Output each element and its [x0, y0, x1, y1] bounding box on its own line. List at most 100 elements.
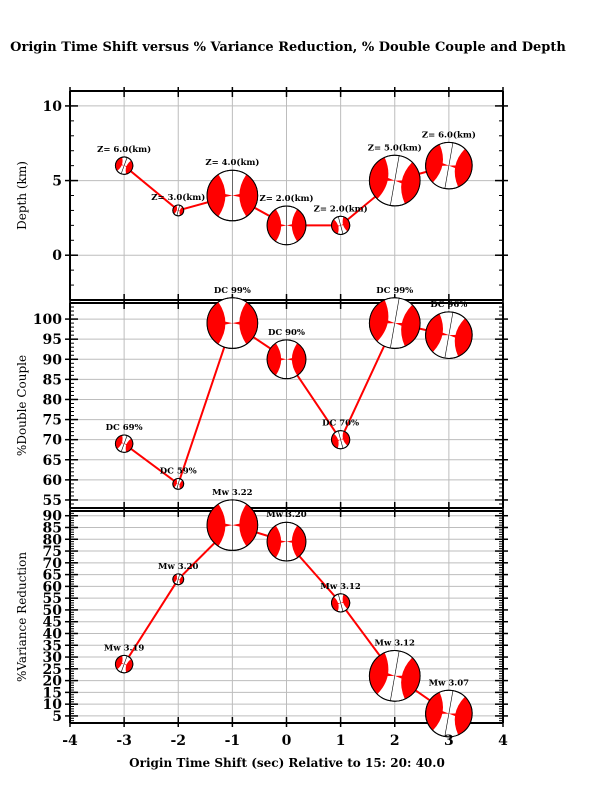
- double-couple-mechanism-0: [114, 434, 134, 453]
- depth-mechanism-3-fill-right: [291, 209, 306, 242]
- variance-reduction-ytick-label-0: 5: [52, 709, 62, 725]
- variance-reduction-ytick-label-2: 15: [43, 685, 62, 701]
- variance-reduction-mechanism-6-fill-right: [454, 696, 472, 735]
- depth-mechanism-0-outline: [114, 156, 134, 175]
- double-couple-mechanism-4: [331, 430, 351, 450]
- depth-ytick-label-1: 5: [52, 174, 62, 190]
- variance-reduction-ytick-label-7: 40: [43, 626, 63, 642]
- variance-reduction-mechanism-4-outline: [331, 593, 351, 613]
- depth-mechanism-1: [172, 204, 185, 217]
- variance-reduction-ytick-label-9: 50: [43, 603, 63, 619]
- depth-point-label-1: Z= 3.0(km): [151, 192, 205, 203]
- variance-reduction-point-label-0: Mw 3.19: [104, 643, 144, 653]
- depth-point-label-4: Z= 2.0(km): [314, 203, 368, 214]
- double-couple-mechanism-6-nodal: [444, 312, 454, 359]
- x-tick-label-5: 1: [336, 733, 346, 749]
- variance-reduction-mechanism-2-fill-right: [239, 504, 258, 547]
- double-couple-mechanism-6: [425, 311, 473, 359]
- depth-mechanism-2-fill-right: [239, 174, 258, 217]
- variance-reduction-mechanism-1-nodal: [176, 574, 180, 585]
- double-couple-ytick-label-4: 75: [43, 413, 62, 429]
- depth-mechanism-6-nodal: [444, 142, 454, 189]
- depth-mechanism-5-fill-left: [369, 157, 389, 199]
- x-tick-label-7: 3: [444, 733, 454, 749]
- depth-mechanism-0-nodal: [120, 157, 128, 174]
- double-couple-mechanism-6-fill-left: [425, 313, 444, 352]
- variance-reduction-ytick-label-14: 75: [43, 544, 62, 560]
- double-couple-ytick-label-2: 65: [43, 453, 62, 469]
- x-tick-label-6: 2: [390, 733, 400, 749]
- double-couple-ytick-label-7: 90: [43, 352, 63, 368]
- variance-reduction-ytick-label-12: 65: [43, 568, 62, 584]
- variance-reduction-mechanism-0-nodal: [120, 655, 128, 673]
- double-couple-mechanism-5-nodal: [390, 298, 400, 349]
- variance-reduction-mechanism-3-fill-right: [291, 525, 306, 558]
- variance-reduction-point-label-5: Mw 3.12: [375, 639, 415, 649]
- depth-mechanism-5: [368, 154, 421, 207]
- variance-reduction-mechanism-0: [114, 654, 134, 674]
- double-couple-mechanism-0-outline: [114, 434, 134, 453]
- variance-reduction-ytick-label-6: 35: [43, 638, 62, 654]
- double-couple-mechanism-1-outline: [172, 477, 185, 490]
- double-couple-ytick-label-3: 70: [43, 433, 63, 449]
- double-couple-mechanism-0-nodal: [120, 435, 128, 452]
- variance-reduction-mechanism-6-outline: [425, 689, 473, 738]
- panel-double-couple: 55 60 65 70 75 80 85 90 95 100 %Double Couple DC 69…: [15, 286, 508, 512]
- variance-reduction-ytick-label-1: 10: [43, 697, 63, 713]
- variance-reduction-mechanism-2: [206, 499, 259, 551]
- double-couple-point-label-4: DC 70%: [322, 419, 359, 429]
- double-couple-ytick-label-1: 60: [43, 473, 63, 489]
- variance-reduction-ytick-label-11: 60: [43, 579, 63, 595]
- variance-reduction-point-label-1: Mw 3.20: [158, 562, 198, 572]
- variance-reduction-point-label-3: Mw 3.20: [266, 510, 306, 520]
- variance-reduction-y-axis-label: %Variance Reduction: [15, 552, 29, 682]
- variance-reduction-mechanism-4-nodal: [337, 594, 344, 612]
- double-couple-ytick-label-0: 55: [43, 493, 62, 509]
- depth-mechanism-3: [266, 205, 307, 246]
- x-tick-label-3: -1: [225, 733, 241, 749]
- variance-reduction-mechanism-5-fill-left: [369, 652, 389, 695]
- variance-reduction-ytick-label-13: 70: [43, 556, 63, 572]
- x-tick-label-1: -3: [116, 733, 132, 749]
- variance-reduction-ytick-label-3: 20: [43, 674, 63, 690]
- x-tick-label-8: 4: [498, 733, 508, 749]
- x-tick-label-2: -2: [170, 733, 186, 749]
- variance-reduction-mechanism-1: [172, 573, 185, 586]
- variance-reduction-point-label-2: Mw 3.22: [212, 488, 252, 498]
- double-couple-y-axis-label: %Double Couple: [15, 355, 29, 456]
- variance-reduction-mechanism-1-outline: [172, 573, 185, 586]
- x-tick-label-0: -4: [62, 733, 78, 749]
- variance-reduction-mechanism-5: [368, 650, 421, 702]
- double-couple-mechanism-1-nodal: [176, 478, 180, 490]
- variance-reduction-mechanism-5-fill-right: [401, 657, 420, 699]
- depth-mechanism-4: [331, 215, 351, 235]
- variance-reduction-ytick-label-4: 25: [43, 662, 62, 678]
- double-couple-mechanism-5-fill-left: [369, 300, 389, 342]
- depth-mechanism-1-nodal: [176, 205, 180, 216]
- variance-reduction-mechanism-6-fill-left: [425, 692, 444, 731]
- variance-reduction-mechanism-6-nodal: [444, 690, 454, 737]
- panel-depth: 0 5 10 Depth (km) Z= 6.0(km) Z= 3.0(km) Z= 4.0…: [15, 87, 508, 304]
- depth-mechanism-3-outline: [266, 205, 307, 246]
- double-couple-mechanism-2-fill-left: [207, 302, 226, 345]
- depth-mechanism-5-outline: [368, 154, 421, 207]
- x-tick-label-4: 0: [282, 733, 292, 749]
- double-couple-ytick-label-8: 95: [43, 332, 62, 348]
- panel-variance-reduction: 51015202530354045505560657075808590%Vari…: [15, 488, 508, 749]
- depth-mechanism-1-outline: [172, 204, 185, 217]
- depth-mechanism-2: [206, 169, 259, 222]
- double-couple-mechanism-2: [206, 297, 259, 349]
- double-couple-mechanism-5-outline: [368, 297, 421, 349]
- depth-point-label-2: Z= 4.0(km): [205, 157, 259, 168]
- depth-point-label-5: Z= 5.0(km): [368, 142, 422, 153]
- variance-reduction-mechanism-3: [266, 521, 307, 562]
- depth-point-label-6: Z= 6.0(km): [422, 129, 476, 140]
- variance-reduction-ytick-label-5: 30: [43, 650, 63, 666]
- double-couple-point-label-3: DC 90%: [268, 328, 305, 338]
- variance-reduction-mechanism-5-outline: [368, 650, 421, 702]
- double-couple-mechanism-6-outline: [425, 311, 473, 359]
- double-couple-point-label-5: DC 99%: [376, 286, 413, 296]
- double-couple-ytick-label-5: 80: [43, 392, 63, 408]
- depth-point-label-3: Z= 2.0(km): [259, 193, 313, 204]
